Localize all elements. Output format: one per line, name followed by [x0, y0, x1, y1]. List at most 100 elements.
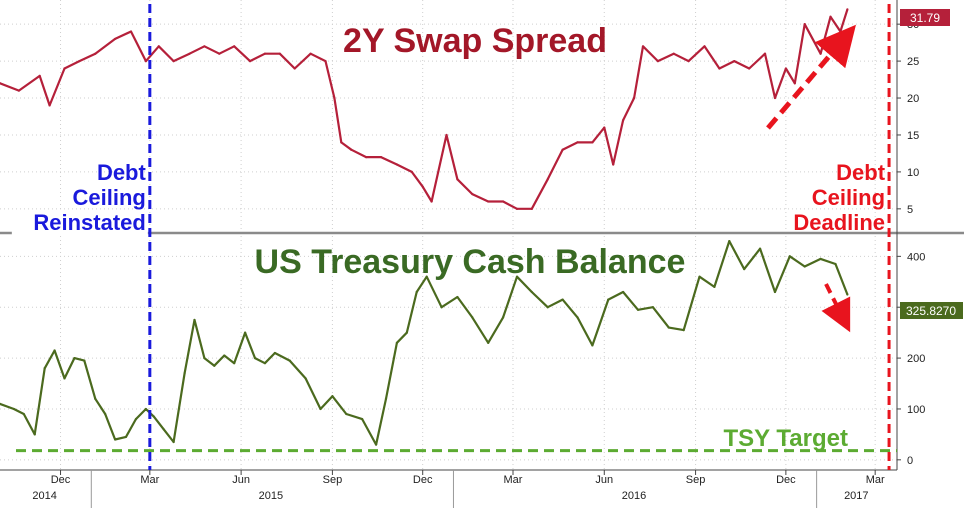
- swap-spread-point: [94, 52, 97, 55]
- cash-balance-point: [546, 306, 549, 309]
- cash-balance-point: [682, 329, 685, 332]
- tsy-target-label: TSY Target: [724, 425, 848, 452]
- cash-balance-point: [114, 438, 117, 441]
- cash-balance-point: [713, 285, 716, 288]
- cash-balance-point: [576, 316, 579, 319]
- x-month-label: Dec: [776, 474, 796, 486]
- event-label-line: Ceiling: [812, 185, 885, 210]
- cash-balance-series: [0, 239, 849, 446]
- cash-balance-point: [530, 290, 533, 294]
- x-month-label: Dec: [51, 474, 71, 486]
- swap-spread-point: [172, 59, 175, 63]
- swap-spread-point: [410, 170, 413, 174]
- swap-spread-point: [773, 96, 777, 100]
- swap-spread-point: [487, 200, 490, 203]
- swap-spread-title: 2Y Swap Spread: [343, 22, 607, 60]
- swap-spread-point: [324, 59, 327, 63]
- swap-spread-point: [421, 185, 424, 188]
- event-label-line: Ceiling: [72, 185, 145, 210]
- cash-balance-point: [203, 356, 206, 360]
- event-label-line: Debt: [97, 160, 147, 185]
- cash-balance-point: [788, 255, 791, 258]
- cash-balance-point: [834, 262, 837, 266]
- x-month-label: Sep: [686, 474, 706, 486]
- swap-spread-point: [48, 104, 51, 107]
- swap-spread-point: [622, 119, 625, 122]
- cash-balance-point: [819, 257, 822, 260]
- cash-balance-point: [134, 418, 138, 421]
- cash-balance-point: [361, 418, 364, 421]
- swap-spread-point: [591, 141, 594, 144]
- swap-spread-point: [748, 67, 751, 70]
- swap-spread-point: [672, 52, 675, 55]
- cash-balance-point: [405, 331, 408, 334]
- cash-balance-point: [319, 407, 322, 411]
- cash-balance-point: [183, 372, 186, 375]
- cash-balance-point: [667, 326, 670, 329]
- cash-balance-point: [253, 356, 257, 360]
- cash-balance-point: [773, 290, 777, 294]
- cash-balance-line: [0, 240, 849, 446]
- swap-last-value: 31.79: [910, 11, 940, 25]
- swap-spread-point: [603, 126, 606, 129]
- swap-last-value-box: [900, 9, 950, 26]
- x-month-label: Mar: [866, 474, 885, 486]
- cash-balance-point: [124, 435, 128, 439]
- swap-spread-point: [515, 207, 519, 210]
- cash-balance-point: [728, 239, 731, 243]
- swap-spread-point: [576, 141, 579, 144]
- cash-balance-point: [304, 377, 307, 380]
- top-y-tick-label: 15: [907, 130, 919, 142]
- cash-balance-point: [152, 415, 155, 418]
- cash-trend-arrow: [821, 283, 851, 333]
- cash-last-value-badge: 325.8270: [900, 302, 963, 319]
- cash-balance-point: [395, 341, 399, 344]
- swap-spread-point: [793, 82, 796, 85]
- cash-balance-point: [162, 428, 165, 431]
- cash-balance-point: [273, 351, 276, 355]
- x-year-label: 2015: [259, 490, 283, 502]
- cash-balance-point: [515, 275, 519, 278]
- swap-spread-point: [641, 45, 645, 48]
- swap-spread-point: [0, 82, 2, 85]
- bottom-grid: [0, 255, 897, 461]
- cash-balance-point: [94, 397, 97, 400]
- swap-spread-point: [846, 8, 849, 11]
- x-month-label: Mar: [140, 474, 159, 486]
- cash-balance-point: [501, 316, 505, 319]
- swap-spread-point: [129, 30, 133, 33]
- swap-spread-point: [839, 30, 842, 33]
- cash-balance-point: [471, 316, 474, 319]
- top-y-tick-label: 20: [907, 93, 919, 105]
- cash-balance-point: [384, 397, 388, 400]
- cash-balance-point: [12, 407, 15, 411]
- swap-spread-point: [561, 148, 564, 151]
- cash-balance-point: [213, 364, 216, 367]
- swap-spread-point: [309, 52, 312, 55]
- cash-balance-point: [698, 275, 701, 278]
- swap-spread-point: [17, 89, 20, 92]
- swap-spread-point: [829, 15, 832, 18]
- event-label-line: Reinstated: [33, 210, 145, 235]
- swap-spread-point: [78, 59, 81, 63]
- cash-balance-point: [622, 290, 625, 294]
- cash-balance-point: [33, 433, 36, 436]
- swap-spread-series: [0, 8, 849, 210]
- event-label-bg: [11, 210, 148, 236]
- swap-spread-point: [248, 59, 252, 63]
- cash-balance-point: [425, 275, 428, 278]
- top-y-tick-label: 10: [907, 167, 919, 179]
- swap-spread-point: [203, 45, 206, 48]
- swap-spread-point: [263, 52, 267, 55]
- event-label-line: Debt: [836, 160, 886, 185]
- cash-balance-point: [104, 412, 107, 416]
- cash-balance-point: [607, 298, 610, 301]
- swap-spread-point: [430, 200, 433, 203]
- swap-spread-point: [218, 52, 221, 55]
- swap-spread-point: [365, 156, 368, 159]
- cash-balance-point: [193, 318, 196, 322]
- swap-spread-point: [784, 67, 787, 70]
- swap-spread-point: [278, 52, 281, 55]
- top-grid: [0, 23, 897, 210]
- cash-balance-point: [223, 354, 226, 357]
